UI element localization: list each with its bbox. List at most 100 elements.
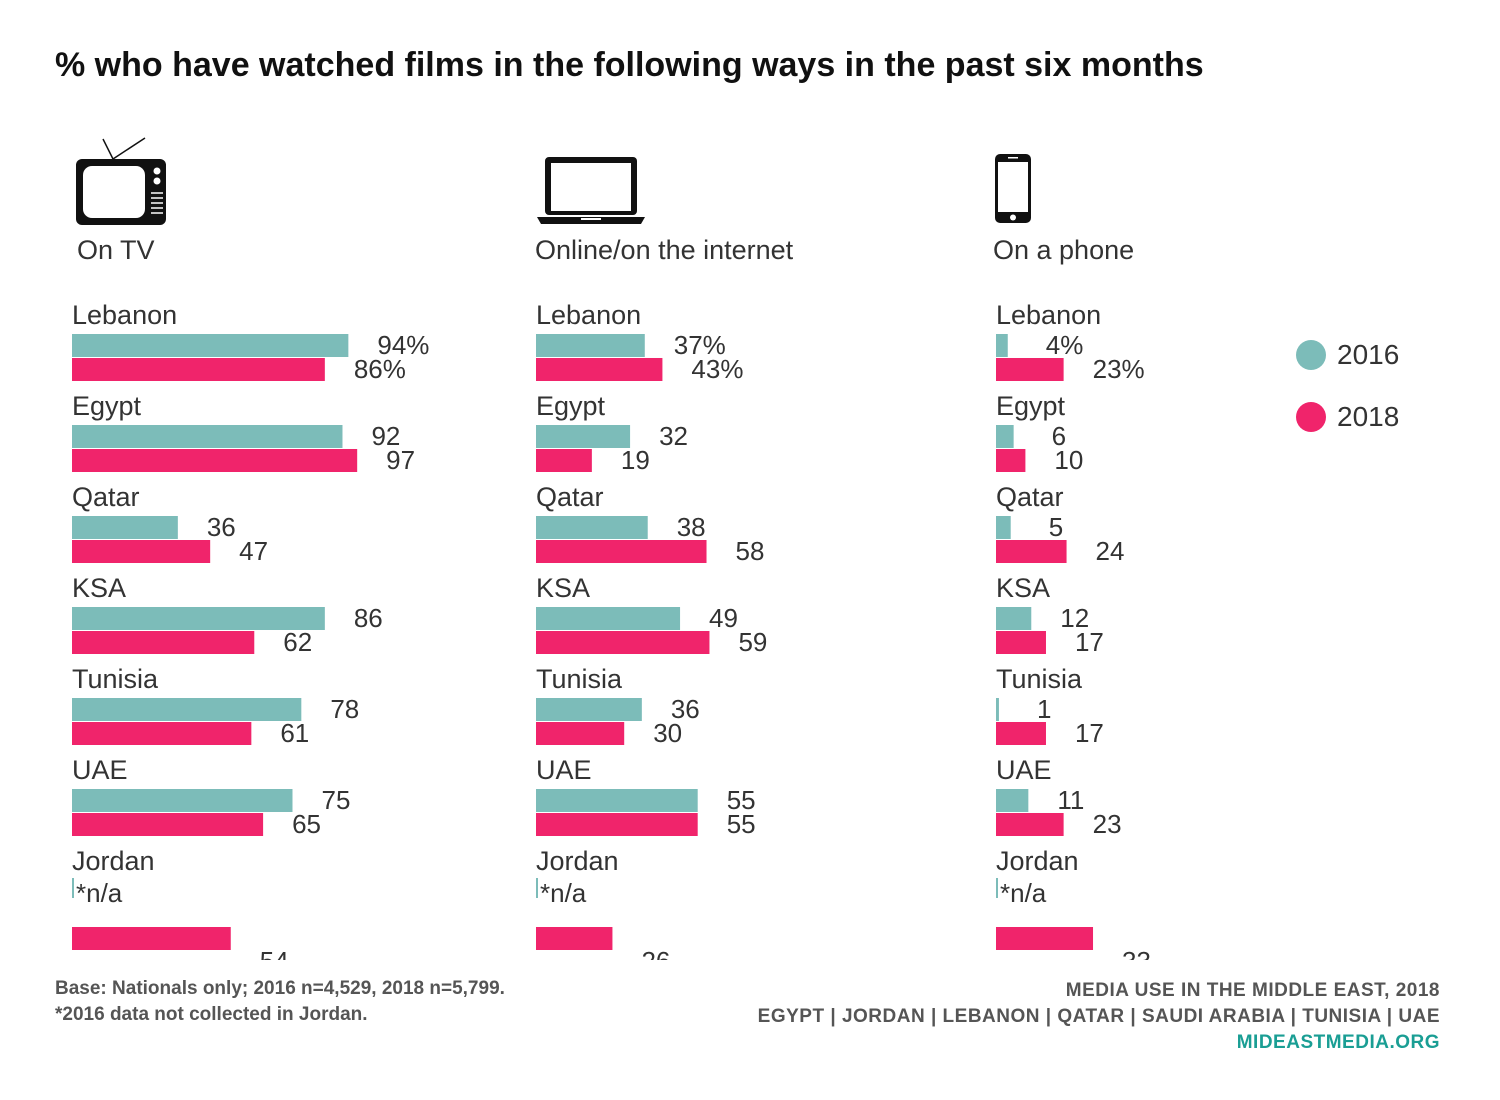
bar-na-2016 [996,878,998,898]
bar-2018 [536,540,707,563]
category-label: Tunisia [72,664,159,694]
category-label: KSA [536,573,590,603]
bar-na-2016 [536,878,538,898]
bar-2018 [996,540,1067,563]
bar-2018 [996,631,1046,654]
data-label-na: *n/a [540,878,587,908]
footer-url: MIDEASTMEDIA.ORG [1236,1032,1440,1053]
data-label-2016: 36 [671,694,700,724]
bar-2016 [536,425,631,448]
data-label-2018: 43% [691,354,743,384]
category-label: Qatar [72,482,140,512]
data-label-2018: 59 [738,627,767,657]
category-label: UAE [72,755,128,785]
data-label-2018: 24 [1096,536,1125,566]
bar-2018 [536,722,625,745]
bar-2018 [996,722,1046,745]
footnote-jordan: *2016 data not collected in Jordan. [55,1004,368,1025]
data-label-2018: 23% [1093,354,1145,384]
data-label-2016: 75 [322,785,351,815]
data-label-2018: 17 [1075,627,1104,657]
legend: 2016 2018 [1296,338,1399,462]
laptop-icon [537,157,645,224]
bar-2018 [996,813,1064,836]
data-label-2018: 33 [1122,946,1151,960]
bar-2018 [536,813,698,836]
footer-report-title: MEDIA USE IN THE MIDDLE EAST, 2018 [1065,980,1440,1001]
bar-2018 [996,358,1064,381]
bar-2018 [536,358,663,381]
phone-icon [995,154,1031,223]
bar-2018 [72,631,255,654]
bar-2016 [536,607,681,630]
data-label-2018: 65 [292,809,321,839]
data-label-2016: 55 [727,785,756,815]
bar-2016 [996,516,1011,539]
bar-2016 [72,334,349,357]
panel-label-1: Online/on the internet [535,235,794,265]
data-label-2016: 1 [1037,694,1051,724]
footnote-base: Base: Nationals only; 2016 n=4,529, 2018… [55,978,505,999]
category-label: Tunisia [996,664,1083,694]
data-label-2018: 86% [354,354,406,384]
bar-2016 [996,607,1032,630]
data-label-2018: 47 [239,536,268,566]
tv-icon [76,137,166,225]
category-label: Qatar [996,482,1064,512]
category-label: Lebanon [536,300,641,330]
legend-item-2016: 2016 [1296,338,1399,372]
data-label-2016: 86 [354,603,383,633]
panel-label-2: On a phone [993,235,1134,265]
bar-2018 [72,358,325,381]
bar-2018 [72,813,264,836]
data-label-2018: 23 [1093,809,1122,839]
data-label-2016: 11 [1057,785,1084,815]
category-label: Qatar [536,482,604,512]
data-label-2018: 97 [386,445,415,475]
data-label-2016: 78 [330,694,359,724]
data-label-2016: 38 [677,512,706,542]
bar-2016 [536,334,645,357]
bar-2018 [72,722,252,745]
category-label: KSA [996,573,1050,603]
data-label-2016: 5 [1049,512,1063,542]
category-label: KSA [72,573,126,603]
data-label-2016: 6 [1052,421,1066,451]
bar-2018 [996,927,1094,950]
data-label-2018: 62 [283,627,312,657]
category-label: Jordan [536,846,619,876]
data-label-2016: 12 [1060,603,1089,633]
data-label-2018: 17 [1075,718,1104,748]
bar-na-2016 [72,878,74,898]
bar-2018 [996,449,1026,472]
data-label-2016: 37% [674,330,726,360]
data-label-2018: 54 [260,946,289,960]
legend-item-2018: 2018 [1296,400,1399,434]
bar-2016 [996,334,1008,357]
bar-2018 [72,449,358,472]
chart-title: % who have watched films in the followin… [55,46,1204,84]
data-label-2018: 55 [727,809,756,839]
bar-2016 [72,425,343,448]
data-label-2016: 94% [377,330,429,360]
category-label: Lebanon [996,300,1101,330]
bar-2018 [536,449,592,472]
panel-label-0: On TV [77,235,155,265]
legend-label-2018: 2018 [1337,401,1400,432]
bar-2016 [72,607,325,630]
category-label: Lebanon [72,300,177,330]
data-label-2016: 4% [1046,330,1084,360]
category-label: Egypt [72,391,142,421]
data-label-na: *n/a [76,878,123,908]
category-label: Jordan [996,846,1079,876]
bar-2016 [536,698,642,721]
data-label-2018: 19 [621,445,650,475]
legend-swatch-2016 [1296,340,1326,370]
legend-swatch-2018 [1296,402,1326,432]
bar-2016 [536,516,648,539]
bar-2016 [996,698,999,721]
data-label-2016: 36 [207,512,236,542]
data-label-na: *n/a [1000,878,1047,908]
footer-country-list: EGYPT | JORDAN | LEBANON | QATAR | SAUDI… [757,1006,1440,1027]
bar-2018 [536,927,613,950]
